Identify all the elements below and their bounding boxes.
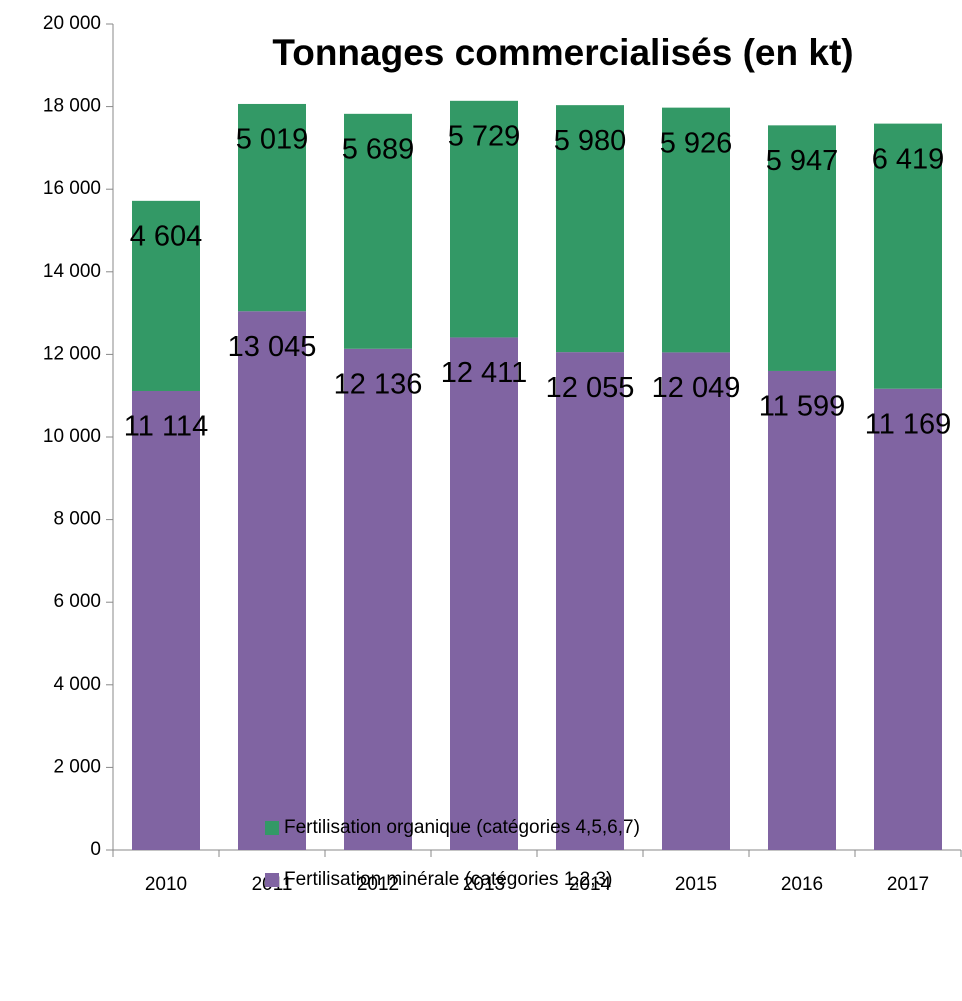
value-label: 11 599 <box>759 391 846 423</box>
value-label: 13 045 <box>228 331 317 363</box>
value-label: 11 169 <box>865 408 952 440</box>
y-tick-label: 2 000 <box>53 756 101 777</box>
x-tick-label: 2013 <box>463 874 505 895</box>
legend-swatch <box>265 821 279 835</box>
bar-segment <box>450 337 518 851</box>
y-tick-label: 0 <box>90 839 101 860</box>
bar-segment <box>768 125 836 371</box>
x-tick-label: 2016 <box>781 874 823 895</box>
x-tick-label: 2017 <box>887 874 929 895</box>
bar-segment <box>662 107 730 353</box>
value-label: 6 419 <box>872 143 945 175</box>
value-label: 12 136 <box>334 368 423 400</box>
bar-segment <box>662 352 730 850</box>
value-label: 5 729 <box>448 120 521 152</box>
legend-swatch <box>265 873 279 887</box>
bar-segment <box>132 390 200 850</box>
x-tick-label: 2010 <box>145 874 187 895</box>
y-tick-label: 14 000 <box>43 261 101 282</box>
x-tick-label: 2015 <box>675 874 717 895</box>
bar-segment <box>450 100 518 338</box>
bar-segment <box>874 388 942 850</box>
y-tick-label: 16 000 <box>43 178 101 199</box>
value-label: 12 411 <box>441 357 528 389</box>
bar-segment <box>768 370 836 850</box>
x-tick-label: 2014 <box>569 874 612 895</box>
value-label: 5 019 <box>236 124 309 156</box>
x-tick-label: 2012 <box>357 874 399 895</box>
bar-segment <box>344 113 412 349</box>
value-label: 11 114 <box>124 411 208 443</box>
y-tick-label: 4 000 <box>53 674 101 695</box>
bar-segment <box>238 311 306 851</box>
value-label: 5 980 <box>554 125 627 157</box>
y-tick-label: 18 000 <box>43 96 101 117</box>
chart-title: Tonnages commercialisés (en kt) <box>272 32 853 73</box>
y-tick-label: 10 000 <box>43 426 101 447</box>
value-label: 5 689 <box>342 133 415 165</box>
legend-label: Fertilisation organique (catégories 4,5,… <box>284 817 640 838</box>
bar-segment <box>874 123 942 389</box>
value-label: 4 604 <box>130 221 203 253</box>
y-tick-label: 20 000 <box>43 13 101 34</box>
value-label: 12 055 <box>546 372 635 404</box>
value-label: 5 947 <box>766 145 839 177</box>
bar-segment <box>556 352 624 850</box>
y-tick-label: 8 000 <box>53 509 101 530</box>
value-label: 5 926 <box>660 127 733 159</box>
value-label: 12 049 <box>652 372 741 404</box>
bar-segment <box>238 103 306 312</box>
legend-label: Fertilisation minérale (catégories 1,2,3… <box>284 869 612 890</box>
bar-segment <box>132 200 200 391</box>
bar-segment <box>556 105 624 353</box>
bar-segment <box>344 348 412 850</box>
y-tick-label: 12 000 <box>43 343 101 364</box>
y-tick-label: 6 000 <box>53 591 101 612</box>
